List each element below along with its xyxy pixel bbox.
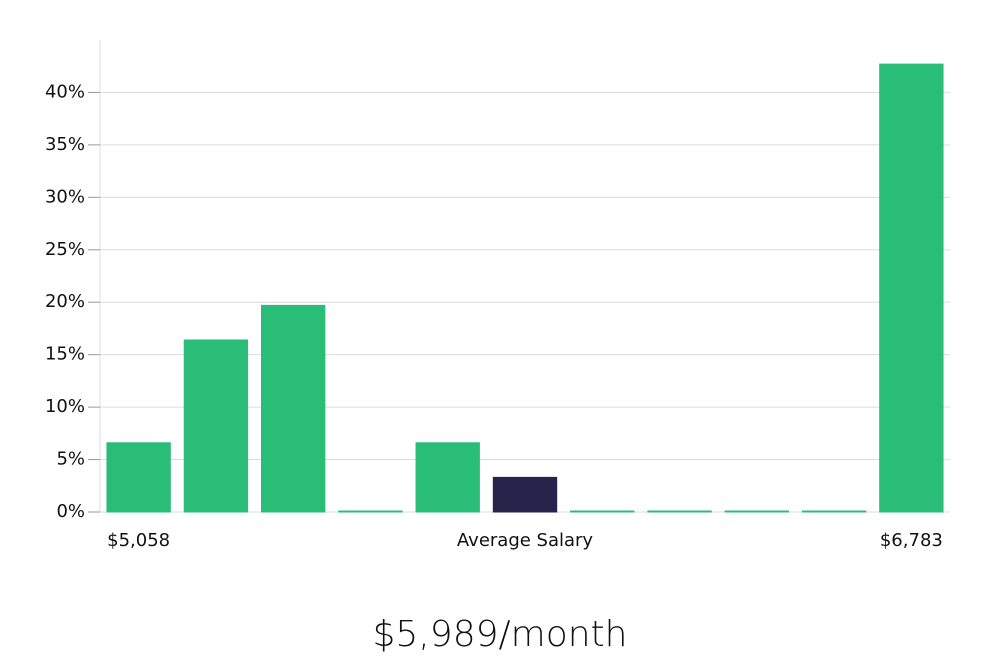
caption: $5,989/month [373,614,628,655]
y-tick-label: 40% [45,81,85,102]
y-tick-label: 5% [56,449,85,470]
y-tick-label: 0% [56,501,85,522]
bar [261,304,326,513]
bar [338,510,403,513]
x-tick-label: $6,783 [880,530,943,551]
y-tick-label: 15% [45,344,85,365]
x-tick-label: Average Salary [457,530,594,551]
x-tick-label: $5,058 [107,530,170,551]
bar [183,339,249,513]
bar [106,442,171,513]
bar [724,510,789,513]
y-tick-label: 25% [45,239,85,260]
bar [415,442,480,513]
y-tick-label: 20% [45,291,85,312]
y-tick-label: 30% [45,186,85,207]
bar [647,510,712,513]
y-tick-label: 35% [45,134,85,155]
bar [879,63,944,513]
bar [492,476,558,513]
y-tick-label: 10% [45,396,85,417]
bar [801,510,867,513]
bar [570,510,635,513]
